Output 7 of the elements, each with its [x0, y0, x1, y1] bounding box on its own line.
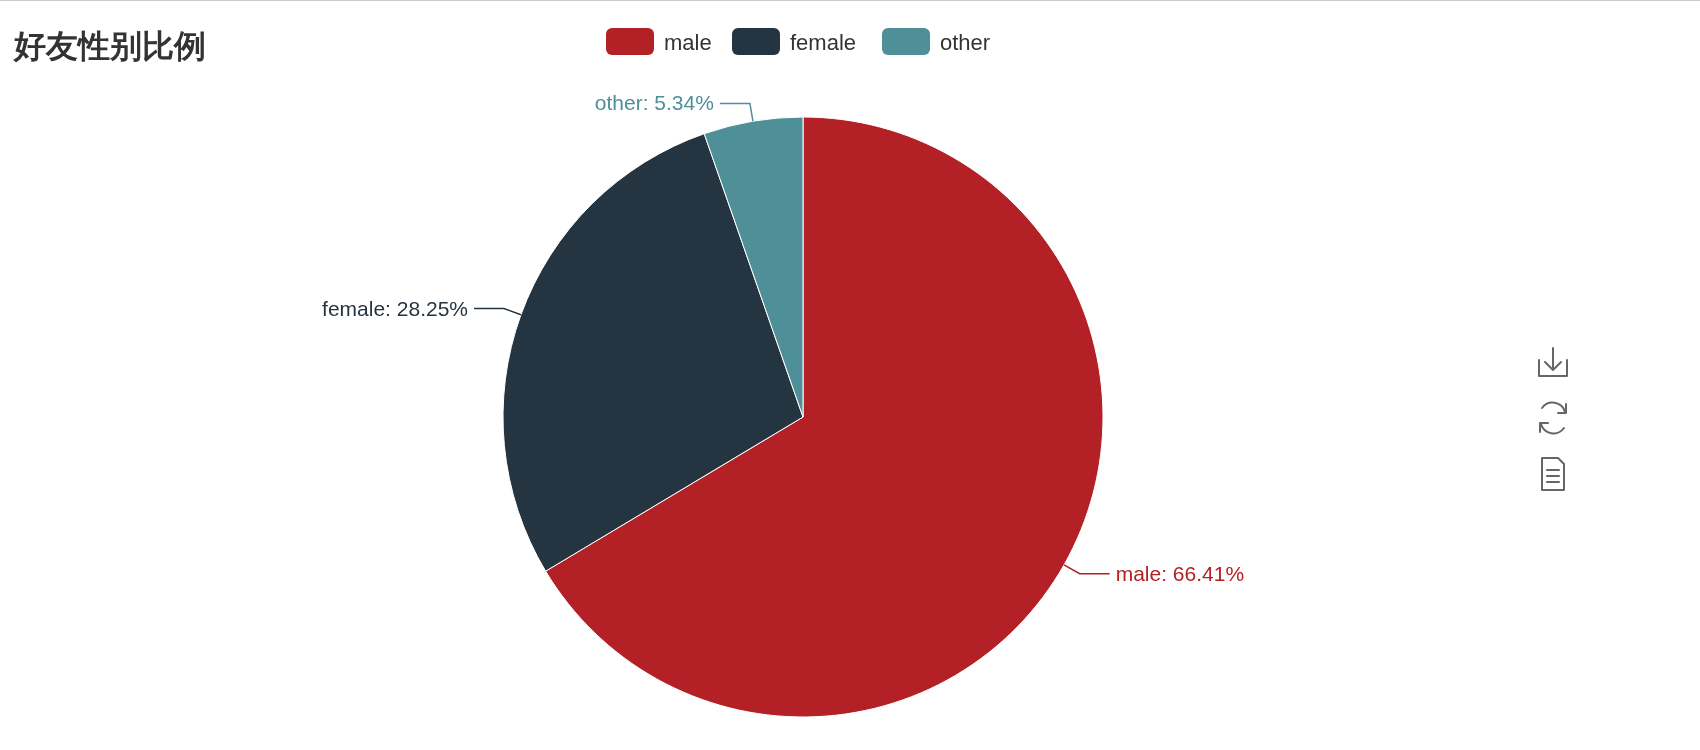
data-label: other: 5.34% — [594, 91, 714, 115]
legend-label: other — [940, 30, 991, 55]
data-label: female: 28.25% — [322, 296, 469, 320]
legend-label: male — [664, 30, 712, 55]
data-label: male: 66.41% — [1115, 561, 1245, 585]
legend-label: female — [790, 30, 857, 55]
chart-title: 好友性别比例 — [12, 27, 206, 65]
